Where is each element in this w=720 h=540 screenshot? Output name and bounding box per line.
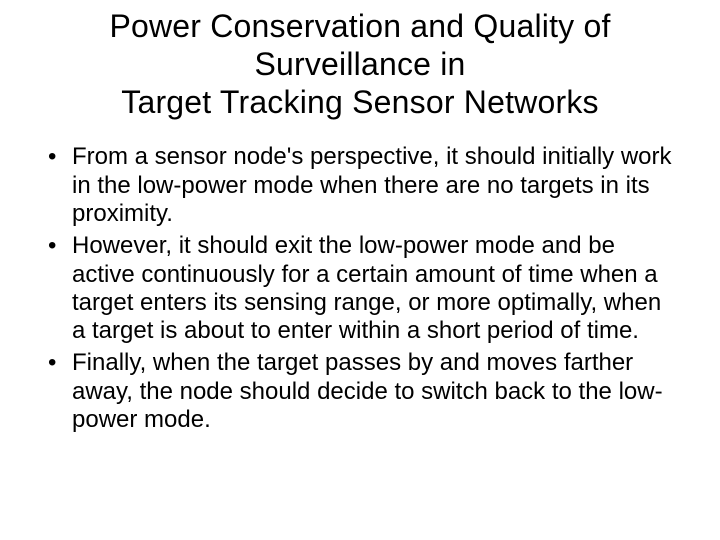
- list-item: Finally, when the target passes by and m…: [42, 349, 678, 434]
- list-item: However, it should exit the low-power mo…: [42, 232, 678, 345]
- slide: Power Conservation and Quality of Survei…: [0, 0, 720, 540]
- list-item: From a sensor node's perspective, it sho…: [42, 143, 678, 228]
- slide-title: Power Conservation and Quality of Survei…: [36, 8, 684, 121]
- bullet-list: From a sensor node's perspective, it sho…: [36, 143, 684, 434]
